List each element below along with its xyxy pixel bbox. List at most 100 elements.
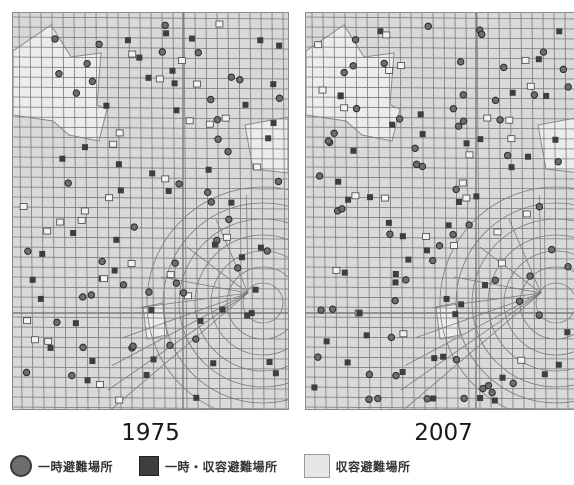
- temporary-evacuation-marker: [22, 368, 31, 377]
- temp-and-shelter-marker: [145, 74, 152, 81]
- shelter-marker: [521, 56, 530, 64]
- shelter-marker: [318, 86, 327, 94]
- temp-and-shelter-marker: [238, 254, 245, 261]
- legend-label-temporary: 一時避難場所: [38, 459, 114, 474]
- temp-and-shelter-marker: [197, 317, 204, 324]
- temporary-evacuation-marker: [387, 333, 396, 342]
- temporary-evacuation-marker: [465, 221, 473, 229]
- temporary-evacuation-marker: [351, 36, 360, 44]
- temporary-evacuation-marker: [87, 291, 96, 299]
- shelter-marker: [340, 104, 349, 112]
- shelter-marker: [505, 116, 514, 124]
- shelter-marker: [127, 260, 136, 267]
- temporary-evacuation-marker: [491, 96, 500, 105]
- temp-and-shelter-marker: [169, 67, 176, 74]
- temporary-evacuation-marker: [365, 395, 373, 404]
- temp-and-shelter-marker: [29, 276, 36, 283]
- shelter-marker: [517, 356, 526, 364]
- temporary-evacuation-marker: [83, 59, 91, 68]
- temporary-evacuation-marker: [391, 296, 399, 305]
- shelter-marker: [155, 75, 164, 83]
- temporary-evacuation-marker: [172, 279, 181, 287]
- shelter-marker: [351, 192, 360, 200]
- temporary-evacuation-marker: [386, 230, 394, 238]
- map-panel-1975: [12, 12, 289, 410]
- shelter-marker: [19, 203, 28, 210]
- temp-and-shelter-marker: [219, 306, 226, 313]
- temporary-evacuation-marker: [227, 73, 236, 81]
- temporary-evacuation-marker: [263, 247, 271, 255]
- temporary-evacuation-marker: [224, 147, 232, 156]
- temporary-evacuation-marker: [449, 105, 458, 113]
- temporary-evacuation-marker: [129, 342, 137, 350]
- temp-and-shelter-marker: [417, 111, 424, 118]
- temp-and-shelter-marker: [257, 37, 264, 44]
- temporary-evacuation-marker: [352, 104, 361, 113]
- shelter-marker: [192, 80, 201, 88]
- temporary-evacuation-marker: [535, 311, 543, 319]
- map-2007-svg: [306, 13, 574, 409]
- temporary-evacuation-marker: [500, 63, 508, 72]
- temp-and-shelter-marker: [350, 147, 357, 154]
- shelter-marker: [80, 207, 89, 215]
- temporary-evacuation-marker: [395, 115, 404, 123]
- temp-and-shelter-marker: [335, 178, 342, 185]
- shelter-marker: [161, 175, 170, 183]
- temporary-evacuation-marker: [64, 179, 72, 187]
- temporary-evacuation-marker: [380, 59, 388, 68]
- street-grid: [306, 13, 574, 409]
- temp-and-shelter-marker: [113, 236, 120, 243]
- temporary-evacuation-marker: [454, 122, 463, 130]
- shelter-marker: [483, 114, 492, 122]
- legend-label-temp-and-shelter: 一時・収容避難場所: [165, 459, 278, 474]
- shelter-marker: [105, 194, 114, 202]
- shelter-marker: [381, 194, 389, 202]
- temporary-evacuation-marker: [411, 144, 419, 153]
- temp-and-shelter-marker: [150, 356, 157, 363]
- temp-and-shelter-marker: [419, 131, 426, 138]
- temp-and-shelter-marker: [377, 28, 384, 35]
- temporary-evacuation-marker: [88, 77, 97, 86]
- temporary-evacuation-marker: [192, 335, 200, 343]
- temporary-evacuation-marker: [535, 202, 544, 211]
- shelter-marker: [522, 210, 531, 218]
- temporary-evacuation-marker: [488, 388, 496, 397]
- temp-and-shelter-marker: [103, 102, 110, 109]
- temporary-evacuation-marker: [479, 384, 487, 393]
- temporary-evacuation-marker: [161, 21, 169, 30]
- temp-and-shelter-marker: [356, 310, 363, 317]
- shelter-marker: [109, 140, 118, 148]
- temporary-evacuation-marker: [429, 256, 437, 265]
- shelter-marker: [458, 179, 467, 187]
- temporary-evacuation-marker: [203, 188, 212, 197]
- shelter-marker: [205, 120, 214, 128]
- temporary-evacuation-marker: [51, 35, 59, 43]
- temp-and-shelter-marker: [399, 233, 406, 240]
- temp-and-shelter-marker: [81, 144, 88, 151]
- temporary-evacuation-marker: [78, 293, 87, 301]
- temp-and-shelter-marker: [345, 196, 352, 203]
- temp-and-shelter-marker: [111, 267, 118, 274]
- shelter-marker: [96, 381, 104, 388]
- shelter-marker: [526, 82, 535, 90]
- temp-and-shelter-marker: [149, 170, 156, 177]
- shelter-marker: [332, 266, 341, 274]
- shelter-marker: [43, 227, 52, 235]
- shelter-marker: [462, 194, 471, 202]
- temp-and-shelter-marker: [311, 384, 318, 391]
- temp-and-shelter-marker: [543, 92, 550, 99]
- temporary-evacuation-marker: [349, 62, 357, 70]
- temp-and-shelter-marker: [173, 107, 180, 114]
- temporary-evacuation-marker: [207, 198, 216, 206]
- temporary-evacuation-marker: [340, 68, 348, 77]
- temporary-evacuation-marker: [548, 245, 556, 254]
- shelter-marker: [422, 232, 430, 240]
- temp-and-shelter-marker: [430, 395, 437, 402]
- temp-and-shelter-marker: [367, 194, 374, 201]
- evacuation-markers: [311, 22, 572, 404]
- temporary-evacuation-marker: [435, 241, 444, 250]
- temp-and-shelter-marker: [392, 271, 399, 278]
- temporary-evacuation-marker: [214, 135, 222, 143]
- temp-and-shelter-marker: [37, 295, 44, 302]
- temporary-evacuation-marker: [564, 262, 572, 271]
